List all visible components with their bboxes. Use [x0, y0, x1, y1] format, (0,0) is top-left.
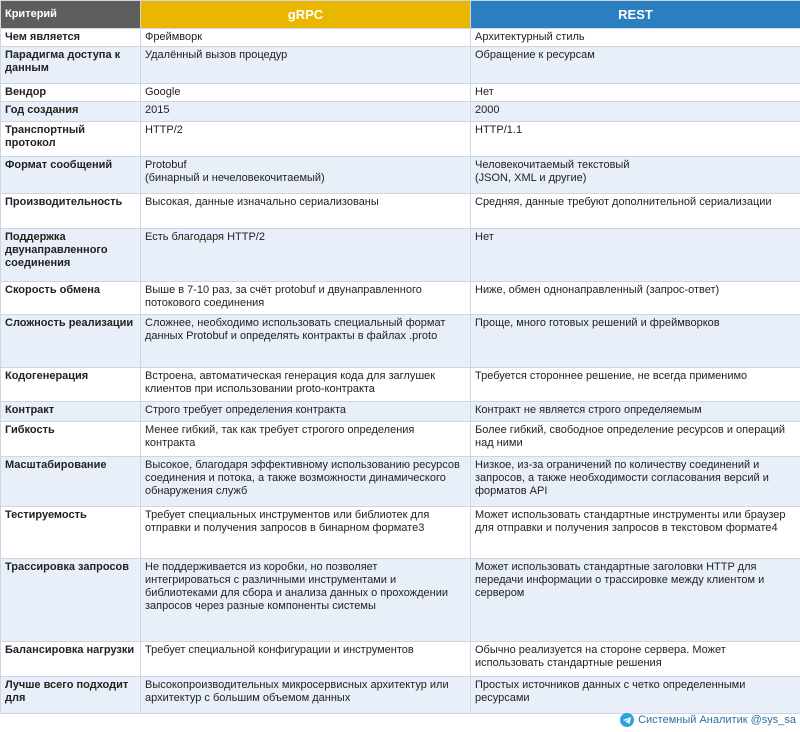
cell: 2015	[140, 101, 471, 122]
criterion-cell: Вендор	[0, 83, 141, 102]
cell: Обращение к ресурсам	[470, 46, 800, 84]
table-row: Транспортный протокол HTTP/2 HTTP/1.1	[0, 121, 800, 157]
criterion-cell: Скорость обмена	[0, 281, 141, 315]
header-row: Критерий gRPC REST	[0, 0, 800, 29]
cell: Protobuf (бинарный и нечеловекочитаемый)	[140, 156, 471, 194]
cell: Есть благодаря HTTP/2	[140, 228, 471, 282]
cell: Google	[140, 83, 471, 102]
cell: Высокопроизводительных микросервисных ар…	[140, 676, 471, 714]
table-row: Сложность реализации Сложнее, необходимо …	[0, 314, 800, 368]
table-row: Производительность Высокая, данные изнача…	[0, 193, 800, 229]
cell: Сложнее, необходимо использовать специал…	[140, 314, 471, 368]
cell: Высокая, данные изначально сериализованы	[140, 193, 471, 229]
cell: Нет	[470, 83, 800, 102]
criterion-cell: Сложность реализации	[0, 314, 141, 368]
header-cell: Критерий	[0, 0, 141, 29]
criterion-cell: Гибкость	[0, 421, 141, 457]
cell: Требует специальной конфигурации и инстр…	[140, 641, 471, 677]
telegram-icon	[620, 713, 635, 727]
criterion-cell: Тестируемость	[0, 506, 141, 559]
cell: Требует специальных инструментов или биб…	[140, 506, 471, 559]
cell: Может использовать стандартные инструмен…	[470, 506, 800, 559]
cell: Высокое, благодаря эффективному использо…	[140, 456, 471, 507]
table-row: Парадигма доступа к данным Удалённый вызо…	[0, 46, 800, 84]
cell: Архитектурный стиль	[470, 28, 800, 47]
table-row: Трассировка запросов Не поддерживается из…	[0, 558, 800, 642]
table-row: Формат сообщений Protobuf (бинарный и неч…	[0, 156, 800, 194]
criterion-cell: Балансировка нагрузки	[0, 641, 141, 677]
header-cell: REST	[470, 0, 800, 29]
criterion-cell: Масштабирование	[0, 456, 141, 507]
criterion-cell: Транспортный протокол	[0, 121, 141, 157]
criterion-cell: Парадигма доступа к данным	[0, 46, 141, 84]
cell: Простых источников данных с четко опреде…	[470, 676, 800, 714]
cell: Низкое, из-за ограничений по количеству …	[470, 456, 800, 507]
cell: Обычно реализуется на стороне сервера. М…	[470, 641, 800, 677]
cell: Средняя, данные требуют дополнительной с…	[470, 193, 800, 229]
table-row: Тестируемость Требует специальных инструм…	[0, 506, 800, 559]
cell: Проще, много готовых решений и фреймворк…	[470, 314, 800, 368]
cell: Контракт не является строго определяемым	[470, 401, 800, 422]
criterion-cell: Формат сообщений	[0, 156, 141, 194]
cell: Требуется стороннее решение, не всегда п…	[470, 367, 800, 402]
header-cell: gRPC	[140, 0, 471, 29]
cell: Более гибкий, свободное определение ресу…	[470, 421, 800, 457]
cell: Человекочитаемый текстовый (JSON, XML и …	[470, 156, 800, 194]
criterion-cell: Кодогенерация	[0, 367, 141, 402]
cell: Встроена, автоматическая генерация кода …	[140, 367, 471, 402]
cell: Не поддерживается из коробки, но позволя…	[140, 558, 471, 642]
table-row: Вендор Google Нет	[0, 83, 800, 102]
criterion-cell: Контракт	[0, 401, 141, 422]
table-row: Гибкость Менее гибкий, так как требует ст…	[0, 421, 800, 457]
cell: Нет	[470, 228, 800, 282]
table-row: Скорость обмена Выше в 7-10 раз, за счёт …	[0, 281, 800, 315]
criterion-cell: Лучше всего подходит для	[0, 676, 141, 714]
cell: 2000	[470, 101, 800, 122]
footer-text: Системный Аналитик @sys_sa	[638, 714, 796, 726]
table-row: Контракт Строго требует определения контр…	[0, 401, 800, 422]
table-row: Масштабирование Высокое, благодаря эффект…	[0, 456, 800, 507]
cell: Ниже, обмен однонаправленный (запрос-отв…	[470, 281, 800, 315]
criterion-cell: Год создания	[0, 101, 141, 122]
cell: Удалённый вызов процедур	[140, 46, 471, 84]
criterion-cell: Поддержка двунаправленного соединения	[0, 228, 141, 282]
criterion-cell: Производительность	[0, 193, 141, 229]
cell: Может использовать стандартные заголовки…	[470, 558, 800, 642]
table-row: Лучше всего подходит для Высокопроизводит…	[0, 676, 800, 714]
cell: Строго требует определения контракта	[140, 401, 471, 422]
cell: HTTP/2	[140, 121, 471, 157]
criterion-cell: Чем является	[0, 28, 141, 47]
table-row: Поддержка двунаправленного соединения Ест…	[0, 228, 800, 282]
cell: Менее гибкий, так как требует строгого о…	[140, 421, 471, 457]
cell: Фреймворк	[140, 28, 471, 47]
comparison-table: Критерий gRPC REST Чем является Фреймворк Ар…	[0, 0, 800, 714]
table-row: Кодогенерация Встроена, автоматическая ге…	[0, 367, 800, 402]
table-row: Чем является Фреймворк Архитектурный стиль	[0, 28, 800, 47]
criterion-cell: Трассировка запросов	[0, 558, 141, 642]
table-row: Год создания 2015 2000	[0, 101, 800, 122]
cell: Выше в 7-10 раз, за счёт protobuf и двун…	[140, 281, 471, 315]
table-row: Балансировка нагрузки Требует специальной…	[0, 641, 800, 677]
footer: Системный Аналитик @sys_sa	[620, 713, 796, 727]
cell: HTTP/1.1	[470, 121, 800, 157]
